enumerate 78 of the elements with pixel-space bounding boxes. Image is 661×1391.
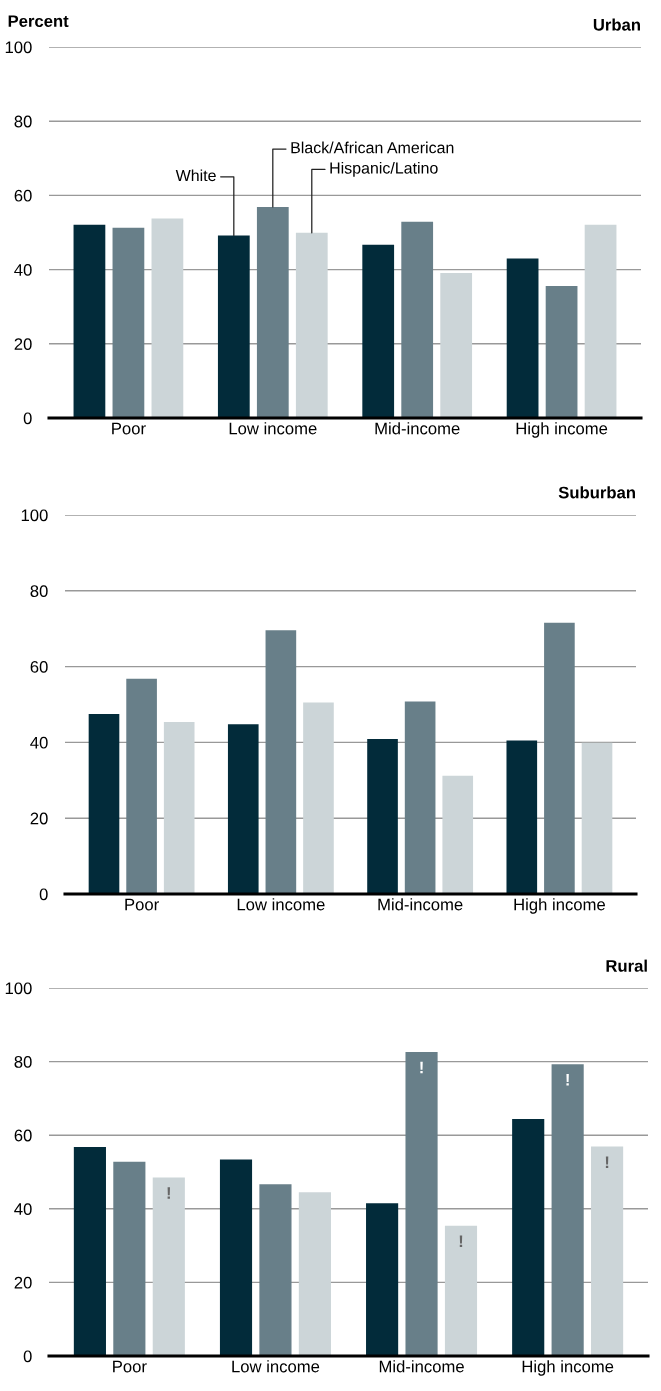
x-tick-label: High income [514,898,605,914]
x-tick-label: Mid-income [379,1360,464,1373]
y-tick-label: 40 [14,264,32,276]
bar [256,206,289,418]
y-tick-label: 100 [5,41,32,54]
bar [367,738,398,894]
y-tick-label: 0 [23,412,32,425]
bar [227,724,259,894]
y-tick-label: 100 [21,509,48,522]
data-label: ! [605,1156,609,1168]
y-tick-label: 100 [5,982,32,995]
bar [506,258,539,418]
bar [551,1064,584,1356]
x-tick-label: Poor [112,422,146,435]
x-tick-label: Poor [125,898,159,911]
bar [298,1192,331,1356]
x-tick-label: Poor [113,1360,147,1373]
y-tick-label: 0 [23,1350,32,1363]
y-tick-label: 60 [30,661,48,673]
bar [366,1203,399,1356]
y-axis-title: Percent [8,15,69,28]
y-tick-label: 20 [14,338,32,350]
y-tick-label: 20 [30,812,48,825]
bar [151,218,184,418]
bar [584,224,617,418]
text: Hispanic/Latino [330,161,438,177]
y-tick-label: 40 [30,736,48,749]
bar [401,221,434,418]
bar [362,244,395,418]
bar [581,742,613,894]
y-tick-label: 60 [14,1129,32,1142]
y-tick-label: 60 [14,189,32,202]
x-tick-label: Mid-income [375,422,460,435]
bar [152,1177,185,1356]
bar [591,1146,624,1356]
bar [265,630,297,894]
x-tick-label: Low income [237,898,325,911]
bar [440,272,473,418]
bar [73,224,106,418]
x-tick-label: High income [516,422,608,438]
bar [259,1184,292,1356]
bar [442,775,474,894]
data-label: ! [167,1187,170,1199]
bar [444,1225,478,1356]
bar [512,1119,545,1356]
chart-title: Rural [606,959,647,972]
y-tick-label: 80 [14,115,32,128]
data-label: ! [566,1073,569,1086]
bar [73,1146,106,1356]
bar [219,1159,253,1356]
bar [163,721,195,894]
data-label: ! [459,1235,463,1248]
x-tick-label: High income [522,1360,614,1376]
bar [405,1052,438,1356]
bar [126,678,157,894]
y-tick-label: 80 [30,585,48,597]
bar [303,702,334,894]
bar [113,1161,146,1356]
bar [217,235,250,418]
bar [545,285,578,418]
x-tick-label: Low income [229,422,317,435]
bar [506,740,538,894]
bar [295,232,328,418]
data-label: ! [420,1061,423,1074]
y-tick-label: 20 [14,1276,32,1289]
x-tick-label: Low income [232,1360,320,1373]
text: White [175,169,216,182]
chart-title: Urban [593,18,640,31]
text: Black/African American [291,141,454,154]
x-tick-label: Mid-income [378,898,463,911]
y-tick-label: 40 [14,1203,32,1215]
y-tick-label: 80 [14,1056,32,1068]
chart-title: Suburban [558,486,635,499]
bar [112,227,145,418]
bar [88,713,120,894]
bar [404,701,436,894]
bar [544,622,575,894]
y-tick-label: 0 [39,888,48,901]
